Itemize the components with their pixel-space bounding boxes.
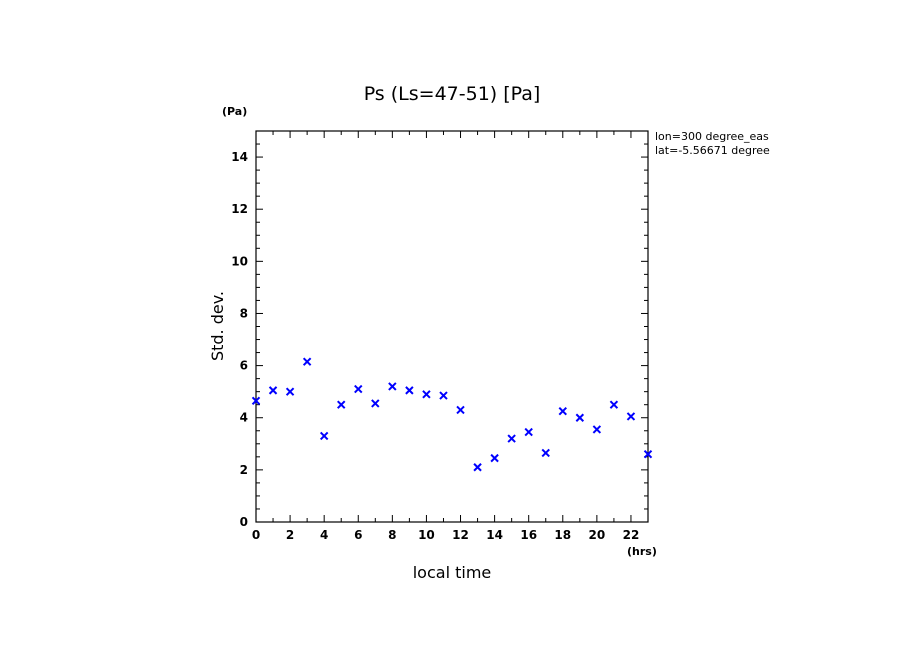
x-tick-label: 16 <box>520 528 537 542</box>
x-tick-label: 18 <box>554 528 571 542</box>
x-tick-label: 22 <box>623 528 640 542</box>
x-axis-unit: (hrs) <box>627 545 657 558</box>
y-tick-label: 8 <box>240 306 248 320</box>
data-point-stroke <box>558 407 567 416</box>
data-point-stroke <box>405 386 414 395</box>
x-axis: 0 2 4 6 8 10 12 14 16 18 20 22 <box>252 131 649 542</box>
y-axis-unit: (Pa) <box>222 105 247 118</box>
data-point-stroke <box>643 450 653 459</box>
data-point-stroke <box>268 386 278 395</box>
y-tick-label: 4 <box>240 411 248 425</box>
data-point-stroke <box>319 431 329 441</box>
annotation-lon: lon=300 degree_eas <box>655 130 769 143</box>
x-tick-label: 0 <box>252 528 260 542</box>
x-tick-label: 10 <box>418 528 435 542</box>
data-point-stroke <box>490 453 499 463</box>
data-point <box>592 425 602 434</box>
data-point <box>285 387 295 396</box>
data-point <box>473 463 482 472</box>
data-point <box>643 450 653 459</box>
chart-title: Ps (Ls=47-51) [Pa] <box>364 83 541 105</box>
data-point-stroke <box>337 400 346 409</box>
data-point-stroke <box>388 382 397 391</box>
data-point <box>626 412 636 421</box>
plot-frame <box>255 130 649 523</box>
data-point <box>558 407 567 416</box>
data-point-stroke <box>473 463 482 472</box>
x-tick-label: 6 <box>354 528 362 542</box>
y-axis: 0 2 4 6 8 10 12 14 <box>231 130 648 529</box>
data-point-stroke <box>371 399 380 408</box>
data-point-stroke <box>285 387 295 396</box>
annotation-lat: lat=-5.56671 degree <box>655 144 770 157</box>
data-point <box>251 396 261 405</box>
data-point-stroke <box>302 357 312 366</box>
data-point <box>371 399 380 408</box>
y-tick-label: 0 <box>240 515 248 529</box>
data-point <box>302 357 312 366</box>
data-point-stroke <box>592 425 602 434</box>
data-point-stroke <box>422 390 431 399</box>
data-point-stroke <box>524 427 533 437</box>
data-point <box>456 405 465 415</box>
data-point <box>268 386 278 395</box>
x-axis-title: local time <box>413 563 492 582</box>
y-tick-label: 14 <box>231 150 248 164</box>
y-tick-label: 12 <box>231 202 248 216</box>
x-tick-label: 14 <box>486 528 503 542</box>
data-point <box>337 400 346 409</box>
x-tick-label: 20 <box>589 528 606 542</box>
data-point <box>422 390 431 399</box>
x-tick-label: 2 <box>286 528 294 542</box>
data-point-stroke <box>575 413 585 422</box>
data-point-stroke <box>541 448 550 458</box>
data-point-stroke <box>456 405 465 415</box>
data-point <box>541 448 550 458</box>
y-tick-label: 2 <box>240 463 248 477</box>
data-point-stroke <box>251 396 261 405</box>
y-tick-label: 10 <box>231 254 248 268</box>
data-points <box>251 357 653 472</box>
data-point <box>490 453 499 463</box>
data-point <box>319 431 329 441</box>
data-point <box>524 427 533 437</box>
x-tick-label: 8 <box>388 528 396 542</box>
data-point <box>609 400 619 409</box>
y-tick-label: 6 <box>240 359 248 373</box>
data-point <box>405 386 414 395</box>
x-tick-label: 12 <box>452 528 469 542</box>
data-point <box>507 434 516 443</box>
data-point-stroke <box>507 434 516 443</box>
y-axis-title: Std. dev. <box>208 291 227 361</box>
data-point-stroke <box>439 391 448 400</box>
data-point <box>354 384 363 394</box>
data-point <box>439 391 448 400</box>
data-point <box>575 413 585 422</box>
x-tick-label: 4 <box>320 528 328 542</box>
data-point <box>388 382 397 391</box>
data-point-stroke <box>609 400 619 409</box>
data-point-stroke <box>626 412 636 421</box>
data-point-stroke <box>354 384 363 394</box>
